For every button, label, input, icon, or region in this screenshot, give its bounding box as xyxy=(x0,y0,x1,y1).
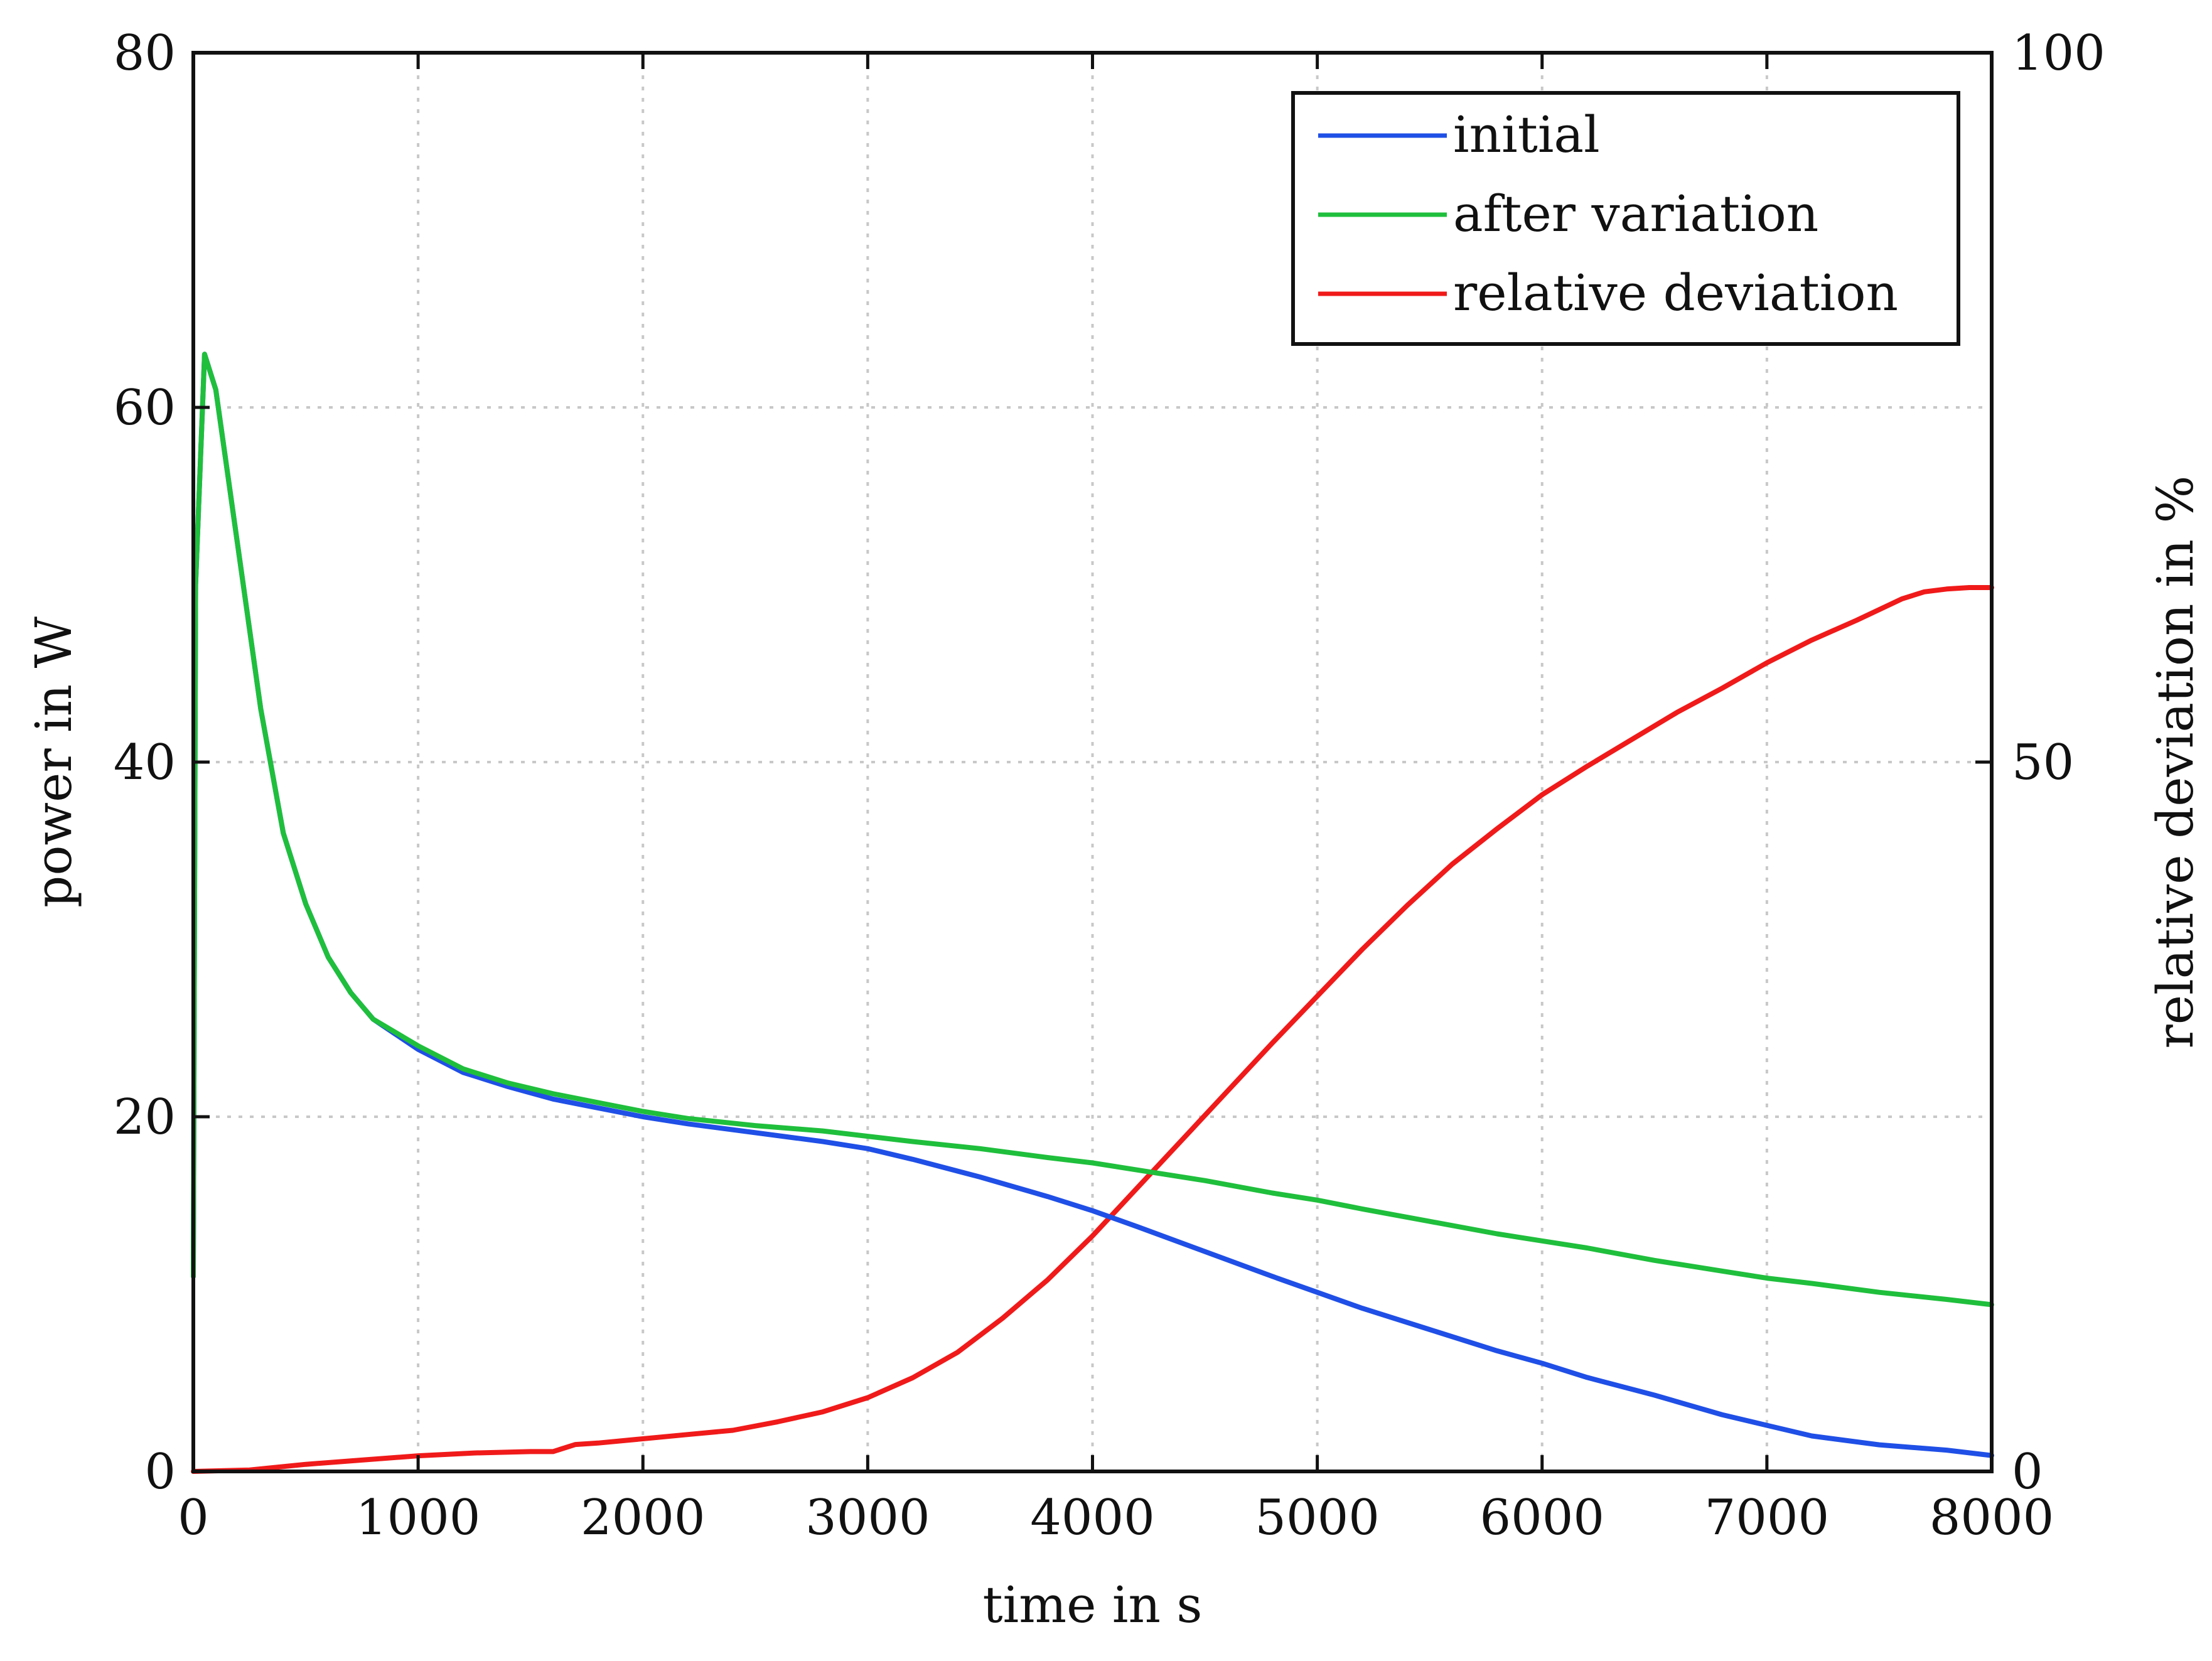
x-tick-label: 1000 xyxy=(356,1490,481,1546)
x-tick-label: 0 xyxy=(178,1490,209,1546)
x-tick-label: 6000 xyxy=(1479,1490,1604,1546)
series-lines xyxy=(191,352,1994,1474)
x-tick-label: 3000 xyxy=(805,1490,930,1546)
y2-tick-label: 0 xyxy=(2012,1444,2043,1500)
y-tick-label: 0 xyxy=(144,1444,176,1500)
y-axis-label: power in W xyxy=(24,616,83,908)
x-tick-label: 4000 xyxy=(1030,1490,1155,1546)
series-line-relative-deviation xyxy=(191,585,1994,1474)
ticks xyxy=(191,51,1994,1473)
y-tick-label: 60 xyxy=(114,380,176,436)
y-tick-label: 40 xyxy=(114,734,176,791)
y-tick-label: 80 xyxy=(114,25,176,82)
tick-labels: 0 1000 2000 3000 4000 5000 6000 7000 80000204060… xyxy=(114,25,2105,1546)
x-axis-label: time in s xyxy=(983,1576,1203,1634)
x-tick-label: 5000 xyxy=(1255,1490,1380,1546)
legend-label-relative-deviation: relative deviation xyxy=(1453,264,1898,322)
legend-label-initial: initial xyxy=(1453,105,1600,164)
x-tick-label: 2000 xyxy=(581,1490,706,1546)
x-tick-label: 7000 xyxy=(1705,1490,1830,1546)
y2-tick-label: 100 xyxy=(2012,25,2105,82)
legend: initial after variation relative deviati… xyxy=(1291,91,1960,346)
y2-axis-label: relative deviation in % xyxy=(2146,475,2204,1048)
series-line-after-variation xyxy=(191,352,1994,1308)
legend-label-after-variation: after variation xyxy=(1453,185,1818,243)
y2-tick-label: 50 xyxy=(2012,734,2074,791)
x-tick-label: 8000 xyxy=(1930,1490,2054,1546)
y-tick-label: 20 xyxy=(114,1089,176,1146)
